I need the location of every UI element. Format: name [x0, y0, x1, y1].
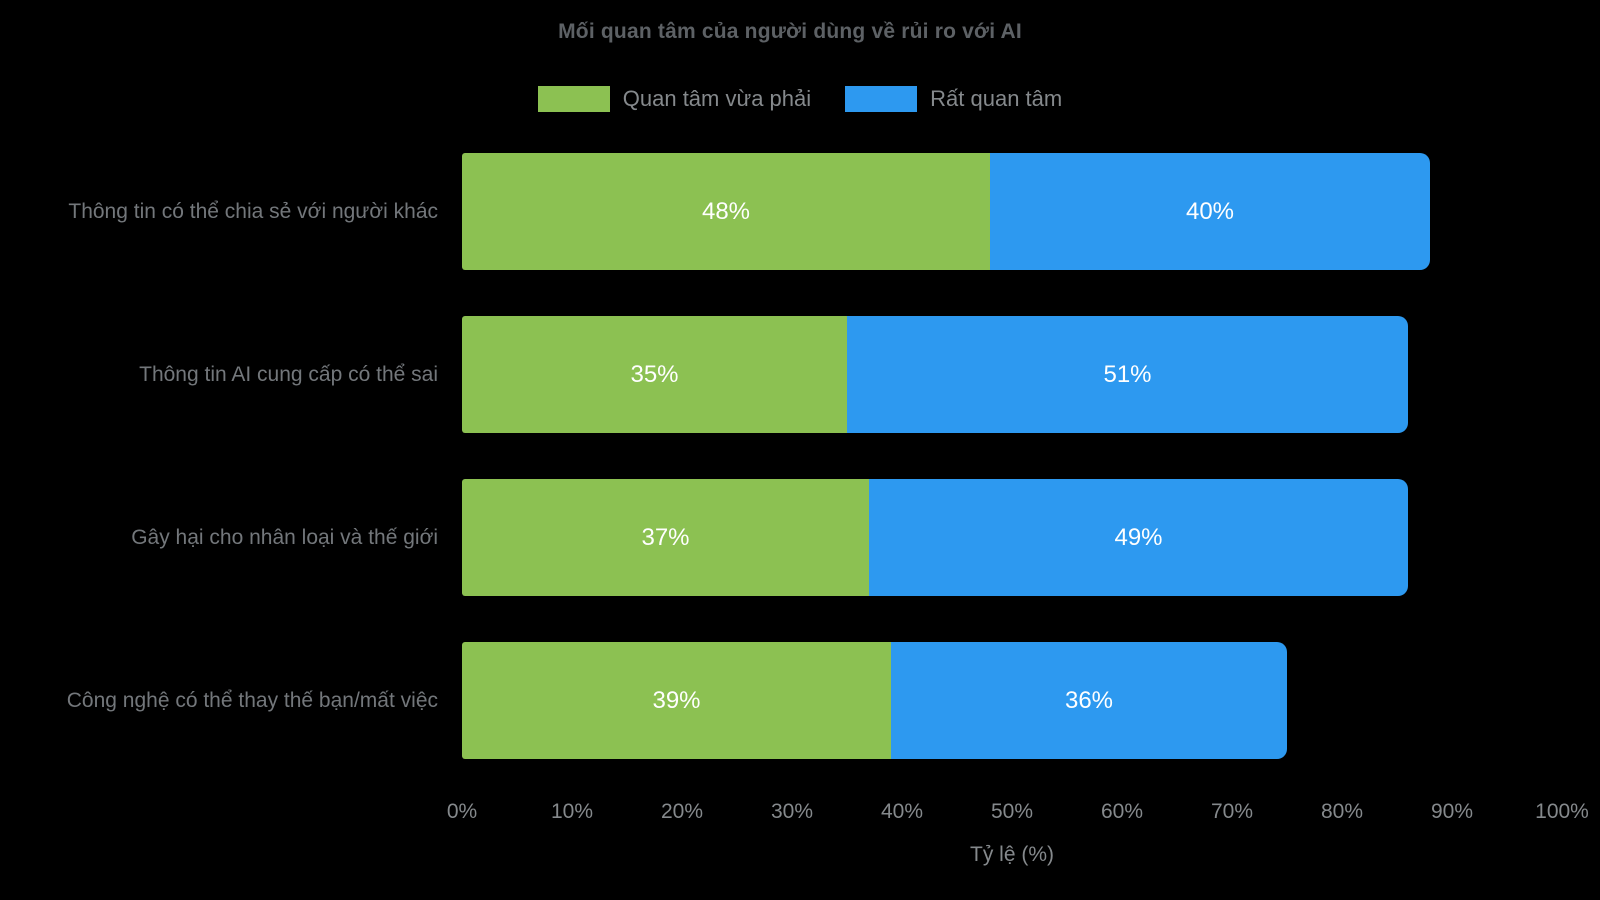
bar-segment-green: 37% [462, 479, 869, 596]
bar-segment-green: 39% [462, 642, 891, 759]
x-tick: 10% [550, 800, 594, 823]
bar-row: 37% 49% [462, 479, 1562, 596]
bar-value-label: 37% [641, 523, 690, 551]
bar-row: 48% 40% [462, 153, 1562, 270]
legend-item-high-concern[interactable]: Rất quan tâm [845, 86, 1062, 112]
category-label-wrong-info: Thông tin AI cung cấp có thể sai [139, 362, 438, 386]
bar-value-label: 36% [1064, 686, 1114, 714]
x-tick: 0% [446, 800, 478, 823]
bar-value-label: 39% [652, 686, 701, 714]
bar-segment-green: 48% [462, 153, 990, 270]
bar-segment-blue: 40% [990, 153, 1430, 270]
legend-label: Rất quan tâm [930, 86, 1063, 111]
x-tick: 30% [770, 800, 814, 823]
legend-item-moderate-concern[interactable]: Quan tâm vừa phải [537, 86, 812, 112]
x-axis-title: Tỷ lệ (%) [970, 843, 1054, 866]
bar-segment-blue: 49% [869, 479, 1408, 596]
chart-title: Mối quan tâm của người dùng về rủi ro vớ… [558, 20, 1022, 43]
bar-row: 39% 36% [462, 642, 1562, 759]
bar-row: 35% 51% [462, 316, 1562, 433]
x-tick: 40% [880, 800, 924, 823]
bar-segment-blue: 36% [891, 642, 1287, 759]
bar-segment-blue: 51% [847, 316, 1408, 433]
x-axis: 0% 10% 20% 30% 40% 50% 60% 70% 80% 90% 1… [0, 800, 1600, 830]
x-tick: 20% [660, 800, 704, 823]
bar-value-label: 35% [630, 360, 679, 388]
category-label-share-info: Thông tin có thể chia sẻ với người khác [68, 199, 438, 223]
bar-value-label: 49% [1114, 523, 1163, 551]
legend: Quan tâm vừa phải Rất quan tâm [0, 84, 1600, 114]
bar-value-label: 48% [701, 197, 751, 225]
legend-swatch-blue [845, 86, 918, 112]
category-label-harm-humanity: Gây hại cho nhân loại và thế giới [131, 525, 438, 549]
x-tick: 100% [1535, 800, 1589, 823]
x-tick: 70% [1210, 800, 1254, 823]
x-tick: 90% [1430, 800, 1474, 823]
x-tick: 80% [1320, 800, 1364, 823]
legend-swatch-green [537, 86, 610, 112]
legend-label: Quan tâm vừa phải [622, 86, 812, 111]
bar-segment-green: 35% [462, 316, 847, 433]
x-tick: 50% [990, 800, 1034, 823]
x-tick: 60% [1100, 800, 1144, 823]
bar-value-label: 40% [1185, 197, 1235, 225]
bar-value-label: 51% [1103, 360, 1152, 388]
category-label-job-replacement: Công nghệ có thể thay thế bạn/mất việc [66, 688, 438, 712]
